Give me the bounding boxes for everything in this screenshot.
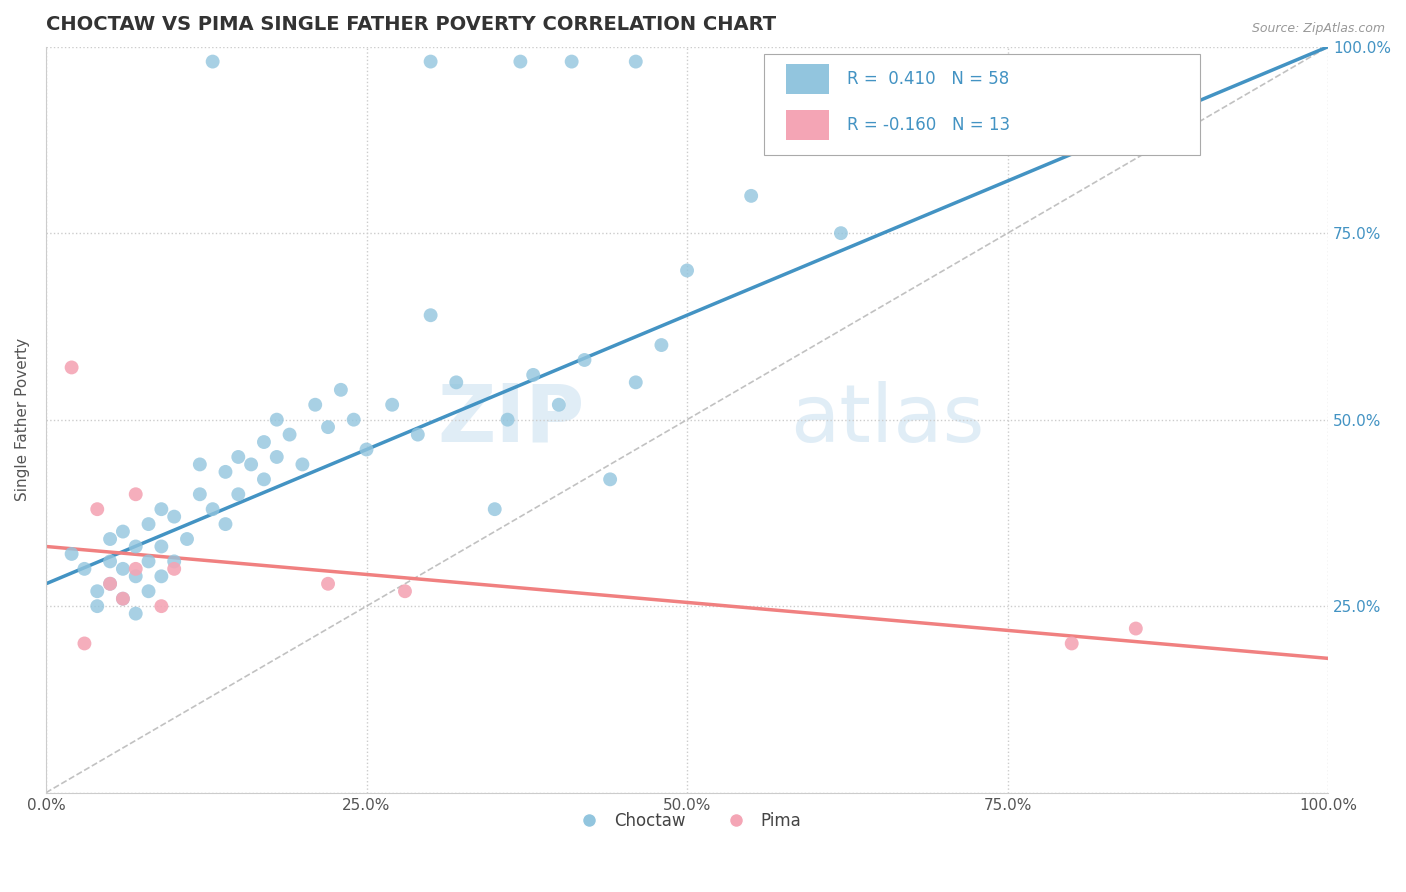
Point [253,472,276,486]
FancyBboxPatch shape [786,64,830,95]
Point [226,487,249,501]
Point [98,576,121,591]
Point [150,599,173,614]
Point [214,517,236,532]
Y-axis label: Single Father Poverty: Single Father Poverty [15,338,30,501]
Point [406,427,429,442]
Point [997,99,1019,113]
Point [163,509,186,524]
Point [201,54,224,69]
Text: atlas: atlas [790,381,984,458]
Point [496,412,519,426]
Point [214,465,236,479]
Point [188,487,211,501]
Point [484,502,506,516]
Point [316,576,339,591]
Point [125,607,148,621]
Text: R = -0.160   N = 13: R = -0.160 N = 13 [846,116,1010,134]
Point [446,376,468,390]
Point [676,263,699,277]
Point [111,524,134,539]
Point [98,554,121,568]
Point [624,376,647,390]
Point [125,562,148,576]
Point [150,569,173,583]
Point [226,450,249,464]
Point [1163,77,1185,91]
Point [304,398,326,412]
Point [316,420,339,434]
Point [201,502,224,516]
Point [419,54,441,69]
Text: ZIP: ZIP [437,381,585,458]
Point [98,576,121,591]
Point [266,412,288,426]
Point [266,450,288,464]
FancyBboxPatch shape [763,54,1199,155]
Point [599,472,621,486]
Point [509,54,531,69]
Point [150,540,173,554]
Point [188,458,211,472]
Point [522,368,544,382]
Text: R =  0.410   N = 58: R = 0.410 N = 58 [846,70,1010,88]
Point [176,532,198,546]
Point [624,54,647,69]
Point [650,338,672,352]
Point [111,591,134,606]
Point [163,562,186,576]
Point [561,54,583,69]
Point [86,502,108,516]
Point [125,569,148,583]
Point [343,412,366,426]
Point [73,636,96,650]
Point [98,532,121,546]
Point [547,398,569,412]
Point [86,599,108,614]
Point [73,562,96,576]
Point [111,591,134,606]
Point [1060,636,1083,650]
Point [1125,622,1147,636]
Point [86,584,108,599]
Point [163,554,186,568]
Point [125,540,148,554]
Point [394,584,416,599]
Point [138,584,160,599]
Point [830,226,852,240]
Point [253,435,276,450]
Point [60,547,83,561]
Point [60,360,83,375]
Point [138,554,160,568]
Point [574,353,596,368]
Point [150,502,173,516]
Point [356,442,378,457]
Text: Source: ZipAtlas.com: Source: ZipAtlas.com [1251,22,1385,36]
Point [381,398,404,412]
Point [419,308,441,322]
Point [111,562,134,576]
Point [291,458,314,472]
Point [125,487,148,501]
FancyBboxPatch shape [786,110,830,140]
Point [138,517,160,532]
Point [278,427,301,442]
Point [240,458,263,472]
Legend: Choctaw, Pima: Choctaw, Pima [567,805,808,837]
Text: CHOCTAW VS PIMA SINGLE FATHER POVERTY CORRELATION CHART: CHOCTAW VS PIMA SINGLE FATHER POVERTY CO… [46,15,776,34]
Point [740,189,762,203]
Point [329,383,352,397]
